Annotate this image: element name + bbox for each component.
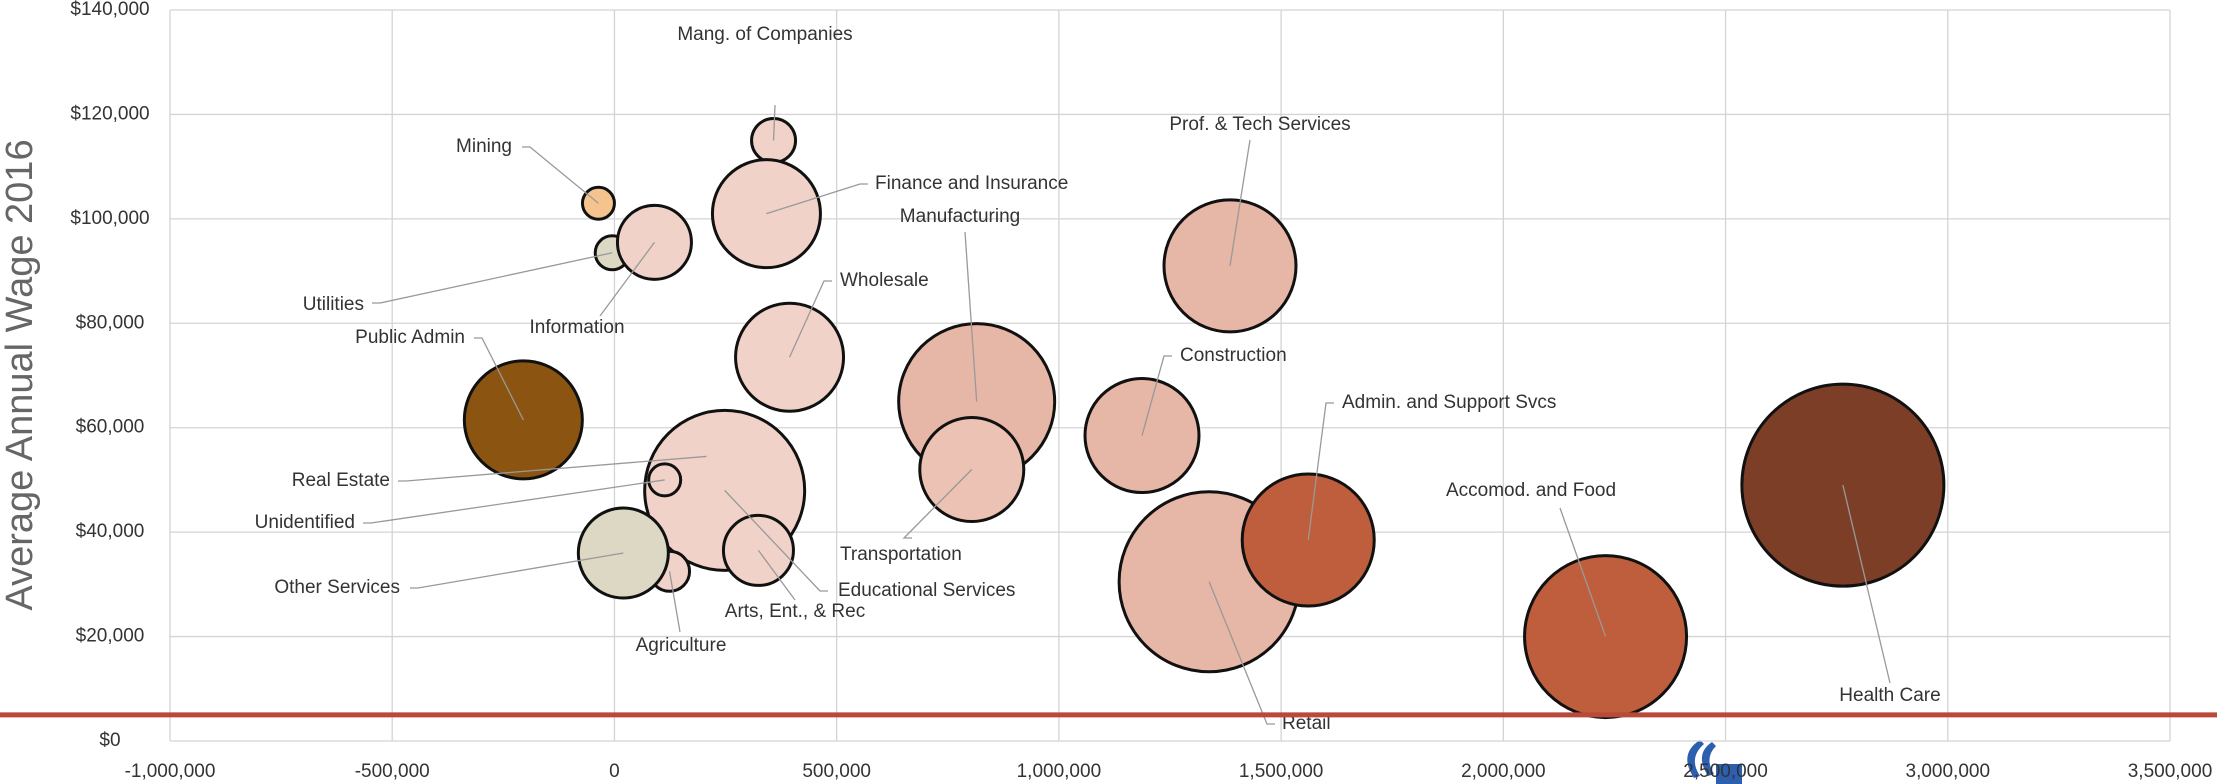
data-label: Real Estate	[292, 470, 390, 491]
y-tick-label: $0	[99, 730, 120, 751]
data-label: Retail	[1282, 713, 1331, 734]
x-tick-label: 3,500,000	[2128, 761, 2213, 782]
leader-line	[363, 479, 665, 524]
y-axis-title: Average Annual Wage 2016	[0, 139, 41, 610]
leader-line	[902, 469, 973, 539]
data-label: Utilities	[303, 294, 364, 315]
leader-line	[522, 146, 599, 204]
leader-line	[372, 252, 613, 304]
y-tick-label: $80,000	[76, 312, 145, 333]
data-label: Manufacturing	[900, 206, 1020, 227]
data-label: Admin. and Support Svcs	[1342, 392, 1556, 413]
leader-line	[788, 280, 832, 358]
y-tick-label: $100,000	[70, 208, 149, 229]
leader-line	[398, 455, 707, 482]
y-tick-label: $120,000	[70, 103, 149, 124]
data-label: Other Services	[274, 577, 400, 598]
data-label: Arts, Ent., & Rec	[725, 601, 865, 622]
x-tick-label: 3,000,000	[1906, 761, 1991, 782]
data-label: Health Care	[1839, 685, 1940, 706]
leader-line	[1842, 484, 1891, 684]
data-label: Information	[529, 317, 624, 338]
leader-line	[1229, 139, 1251, 266]
x-tick-label: 2,000,000	[1461, 761, 1546, 782]
data-label: Agriculture	[636, 635, 727, 656]
x-tick-label: 0	[609, 761, 620, 782]
y-tick-label: $140,000	[70, 0, 149, 20]
x-tick-label: 1,000,000	[1017, 761, 1102, 782]
x-tick-label: 1,500,000	[1239, 761, 1324, 782]
data-label: Construction	[1180, 345, 1287, 366]
x-tick-label: -1,000,000	[125, 761, 216, 782]
data-label: Accomod. and Food	[1446, 480, 1616, 501]
data-label: Mining	[456, 136, 512, 157]
data-label: Transportation	[840, 544, 962, 565]
data-label: Prof. & Tech Services	[1169, 114, 1350, 135]
data-label: Finance and Insurance	[875, 173, 1068, 194]
leader-line	[1208, 581, 1275, 725]
leader-line	[724, 489, 828, 592]
leader-line	[668, 571, 681, 633]
leader-line	[964, 231, 978, 402]
y-tick-label: $20,000	[76, 626, 145, 647]
data-label: Educational Services	[838, 580, 1015, 601]
x-tick-label: 500,000	[802, 761, 871, 782]
y-tick-label: $40,000	[76, 521, 145, 542]
x-tick-label: 2,500,000	[1683, 761, 1768, 782]
data-label: Unidentified	[255, 512, 355, 533]
data-label: Mang. of Companies	[677, 24, 852, 45]
leader-line	[772, 104, 776, 141]
leader-line	[766, 183, 868, 215]
leader-line	[1141, 355, 1172, 436]
logo	[1687, 740, 1742, 784]
leader-line	[410, 552, 624, 589]
data-label: Wholesale	[840, 270, 929, 291]
leader-line	[1307, 402, 1334, 541]
x-tick-label: -500,000	[355, 761, 430, 782]
y-tick-label: $60,000	[76, 417, 145, 438]
data-label: Public Admin	[355, 327, 465, 348]
leader-line	[757, 550, 796, 601]
leader-line	[474, 337, 524, 421]
leader-line	[1559, 507, 1607, 637]
leader-line	[599, 241, 655, 317]
